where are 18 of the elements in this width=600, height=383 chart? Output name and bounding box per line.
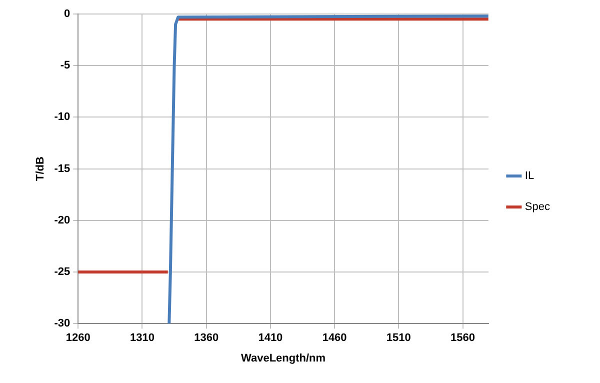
y-tick-label: -5 <box>60 60 70 72</box>
y-tick-label: -10 <box>54 111 70 124</box>
legend-label: Spec <box>524 201 550 214</box>
x-tick-label: 1460 <box>322 332 347 344</box>
y-tick-label: -20 <box>54 214 70 226</box>
y-tick-label: -30 <box>54 318 70 330</box>
x-tick-label: 1560 <box>450 332 476 344</box>
y-tick-label: -15 <box>54 162 70 175</box>
x-axis-title: WaveLength/nm <box>240 352 326 364</box>
y-tick-label: -25 <box>54 266 70 278</box>
x-tick-label: 1310 <box>130 332 154 344</box>
x-tick-label: 1510 <box>386 332 411 344</box>
y-axis-title: T/dB <box>34 156 47 182</box>
legend-label: IL <box>524 170 534 182</box>
y-tick-label: 0 <box>64 8 70 20</box>
x-tick-label: 1410 <box>258 332 283 344</box>
x-tick-label: 1360 <box>194 332 219 344</box>
x-tick-label: 1260 <box>66 332 90 344</box>
